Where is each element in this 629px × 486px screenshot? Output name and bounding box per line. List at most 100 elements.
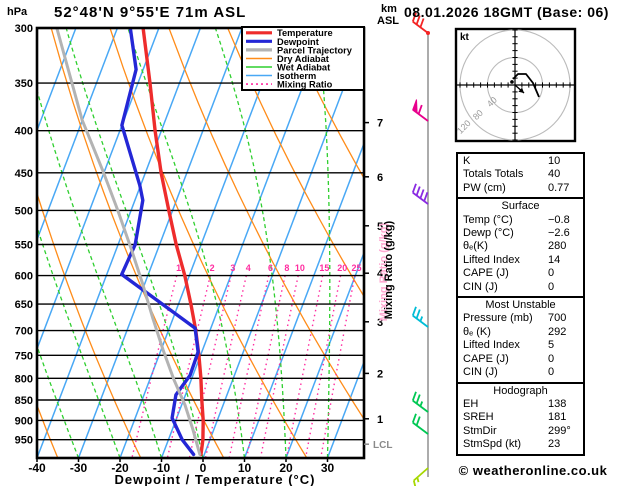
table-row: CAPE (J) 0 bbox=[458, 353, 583, 366]
mixing-ratio-label: 1 bbox=[176, 263, 181, 273]
table-row-value: 5 bbox=[548, 339, 555, 352]
table-row-label: CIN (J) bbox=[463, 280, 498, 293]
pressure-tick-label: 750 bbox=[15, 350, 33, 362]
mixing-ratio-label: 20 bbox=[337, 263, 347, 273]
legend-item-label: Temperature bbox=[277, 28, 333, 38]
table-row-value: 0 bbox=[548, 267, 555, 280]
temperature-tick-label: -20 bbox=[111, 461, 129, 475]
wind-barb-column bbox=[411, 12, 430, 486]
table-row-value: 10 bbox=[548, 155, 561, 167]
table-row-label: K bbox=[463, 155, 471, 167]
table-section: K 10 Totals Totals 40 PW (cm) 0.77 bbox=[458, 154, 583, 197]
plot-border bbox=[35, 26, 366, 460]
mixing-ratio-label: 8 bbox=[284, 263, 289, 273]
temperature-tick-label: -30 bbox=[70, 461, 88, 475]
table-row-value: 181 bbox=[548, 411, 567, 424]
table-row: K 10 bbox=[458, 155, 583, 168]
table-section: Surface Temp (°C) −0.8 Dewp (°C) −2.6 θₑ(K) 28… bbox=[458, 197, 583, 296]
table-row: θₑ (K) 292 bbox=[458, 326, 583, 339]
table-row-value: 40 bbox=[548, 168, 561, 181]
sounding-traces bbox=[55, 28, 205, 457]
table-row-label: CIN (J) bbox=[463, 366, 498, 379]
indices-table: K 10 Totals Totals 40 PW (cm) 0.77 Surface Temp… bbox=[456, 152, 585, 456]
temperature-tick-label: 0 bbox=[200, 461, 207, 475]
pressure-tick-label: 950 bbox=[15, 435, 33, 447]
skewt-background-grid bbox=[37, 28, 364, 458]
pressure-axis-labels: 300 350 400 450 500 550 600 650 700 750 800 850 900 9… bbox=[15, 23, 33, 447]
table-row-label: Dewp (°C) bbox=[463, 227, 514, 240]
temperature-tick-label: -10 bbox=[153, 461, 171, 475]
wet-adiabat-lines bbox=[37, 28, 331, 458]
lcl-label: LCL bbox=[373, 440, 392, 451]
mixing-ratio-label: 25 bbox=[351, 263, 361, 273]
mixing-ratio-label: 10 bbox=[295, 263, 305, 273]
pressure-tick-label: 800 bbox=[15, 373, 33, 385]
km-tick-label: 2 bbox=[377, 368, 383, 380]
isotherm-lines bbox=[37, 28, 364, 458]
pressure-tick-label: 400 bbox=[15, 126, 33, 138]
temperature-tick-label: 10 bbox=[238, 461, 252, 475]
table-row: CIN (J) 0 bbox=[458, 366, 583, 379]
table-section-title: Most Unstable bbox=[485, 299, 556, 312]
table-row-label: StmSpd (kt) bbox=[463, 438, 522, 451]
table-row-label: CAPE (J) bbox=[463, 352, 509, 365]
temperature-tick-label: 20 bbox=[279, 461, 293, 475]
mixing-ratio-label: 2 bbox=[210, 263, 215, 273]
table-row-label: Pressure (mb) bbox=[463, 312, 533, 325]
temperature-tick-label: -40 bbox=[28, 461, 46, 475]
pressure-tick-label: 700 bbox=[15, 326, 33, 338]
table-row-value: 280 bbox=[548, 240, 567, 253]
table-section: Most Unstable Pressure (mb) 700 θₑ (K) 292 Li… bbox=[458, 296, 583, 381]
table-row-value: 299° bbox=[548, 424, 571, 437]
table-row-label: PW (cm) bbox=[463, 181, 506, 194]
table-row-value: −0.8 bbox=[548, 213, 570, 226]
table-row-value: 138 bbox=[548, 397, 567, 410]
table-row: EH 138 bbox=[458, 398, 583, 411]
hodograph-unit-label: kt bbox=[460, 32, 470, 43]
table-row-value: 700 bbox=[548, 312, 567, 325]
table-row: Totals Totals 40 bbox=[458, 168, 583, 181]
pressure-tick-label: 850 bbox=[15, 395, 33, 407]
table-row: Temp (°C) −0.8 bbox=[458, 214, 583, 227]
table-row-value: 0.77 bbox=[548, 181, 570, 194]
pressure-tick-label: 500 bbox=[15, 205, 33, 217]
table-row: Lifted Index 14 bbox=[458, 254, 583, 267]
temperature-axis-title: Dewpoint / Temperature (°C) bbox=[115, 472, 316, 486]
table-row-label: Lifted Index bbox=[463, 253, 520, 266]
km-tick-label: 4 bbox=[377, 268, 384, 280]
wind-barb bbox=[411, 12, 429, 34]
table-row: Lifted Index 5 bbox=[458, 339, 583, 352]
legend-item-label: Isotherm bbox=[277, 71, 316, 81]
wind-barb bbox=[411, 391, 429, 413]
km-tick-label: 5 bbox=[377, 221, 383, 233]
pressure-tick-label: 350 bbox=[15, 78, 33, 90]
temperature-axis-labels: -40 -30 -20 -10 0 10 20 30 Dewpoint / Temperatur… bbox=[28, 458, 334, 486]
table-row: θₑ(K) 280 bbox=[458, 240, 583, 253]
table-row: Dewp (°C) −2.6 bbox=[458, 227, 583, 240]
storm-motion-arrowhead bbox=[518, 87, 524, 93]
table-row-value: 23 bbox=[548, 438, 561, 451]
station-title: 52°48'N 9°55'E 71m ASL bbox=[54, 4, 247, 21]
km-tick-label: 3 bbox=[377, 317, 383, 329]
temperature-tick-label: 30 bbox=[321, 461, 335, 475]
wind-barb bbox=[411, 183, 429, 205]
copyright-credit: © weatheronline.co.uk bbox=[458, 463, 608, 478]
pressure-tick-label: 550 bbox=[15, 239, 33, 251]
pressure-tick-label: 650 bbox=[15, 299, 33, 311]
mixing-ratio-label: 4 bbox=[246, 263, 251, 273]
table-row: StmSpd (kt) 23 bbox=[458, 438, 583, 451]
table-row-label: StmDir bbox=[463, 424, 497, 437]
temperature-trace bbox=[141, 28, 205, 457]
table-row: StmDir 299° bbox=[458, 425, 583, 438]
pressure-tick-label: 600 bbox=[15, 271, 33, 283]
pressure-tick-label: 900 bbox=[15, 415, 33, 427]
table-row-value: 292 bbox=[548, 325, 567, 338]
mixing-ratio-label: 6 bbox=[268, 263, 273, 273]
table-row-label: CAPE (J) bbox=[463, 267, 509, 280]
table-row-value: 0 bbox=[548, 352, 555, 365]
height-axis-unit-km: km bbox=[381, 3, 397, 15]
table-row: Pressure (mb) 700 bbox=[458, 312, 583, 325]
table-row-value: 0 bbox=[548, 280, 555, 293]
